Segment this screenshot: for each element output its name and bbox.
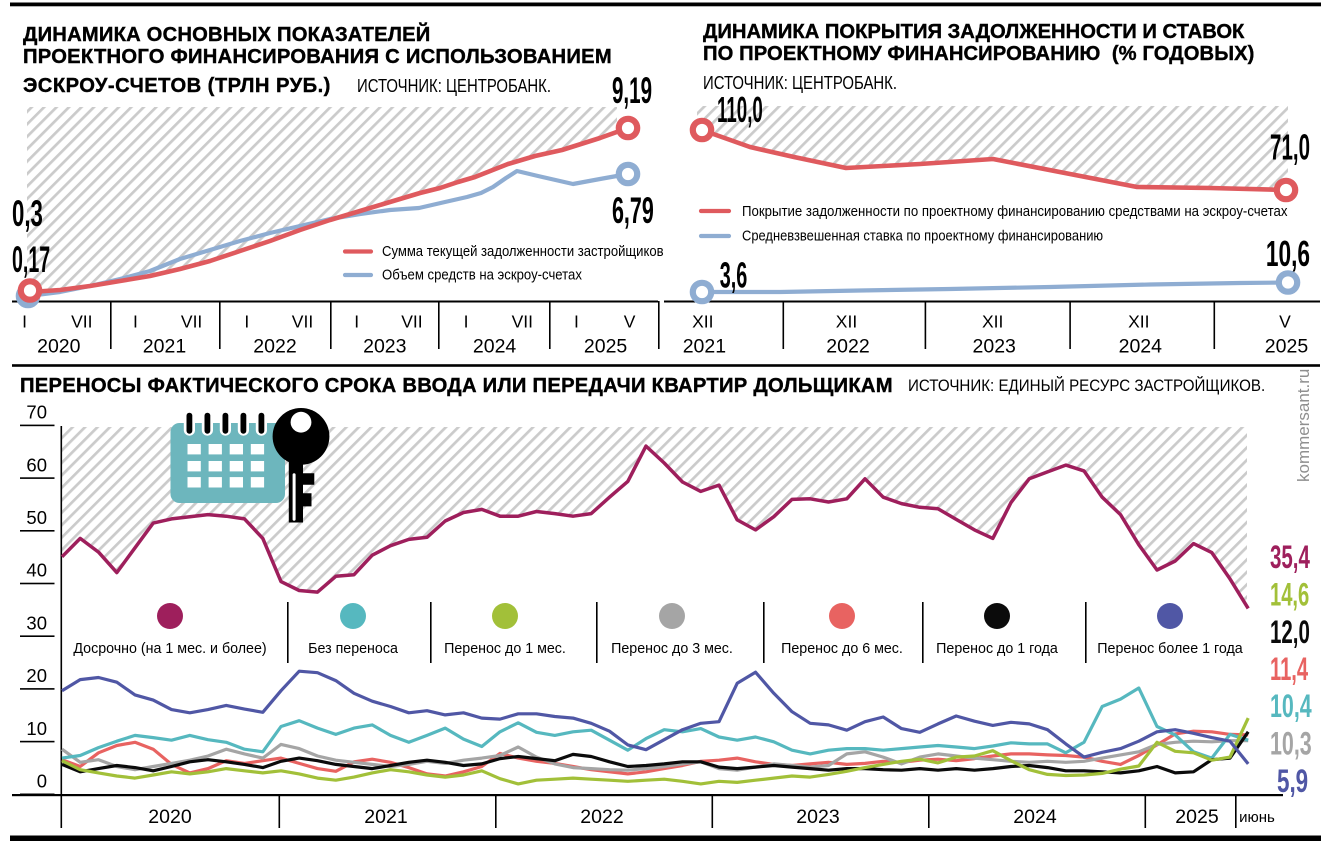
svg-text:I: I xyxy=(354,312,359,332)
svg-text:июнь: июнь xyxy=(1239,809,1275,826)
svg-text:50: 50 xyxy=(26,507,47,528)
svg-text:Объем средств на эскроу-счетах: Объем средств на эскроу-счетах xyxy=(382,266,582,283)
svg-text:10: 10 xyxy=(26,718,47,739)
svg-text:35,4: 35,4 xyxy=(1270,539,1310,575)
svg-text:2022: 2022 xyxy=(826,336,869,358)
svg-text:0: 0 xyxy=(37,771,47,792)
svg-text:2020: 2020 xyxy=(37,336,81,358)
svg-text:14,6: 14,6 xyxy=(1270,577,1309,613)
svg-text:9,19: 9,19 xyxy=(612,71,652,112)
svg-text:2021: 2021 xyxy=(683,336,726,358)
svg-text:110,0: 110,0 xyxy=(717,91,763,131)
svg-text:I: I xyxy=(464,312,469,332)
svg-text:6,79: 6,79 xyxy=(612,191,654,231)
svg-text:2023: 2023 xyxy=(796,806,839,828)
svg-text:11,4: 11,4 xyxy=(1270,651,1308,687)
svg-text:2025: 2025 xyxy=(584,336,628,358)
svg-text:VII: VII xyxy=(71,312,92,332)
svg-text:Перенос до 1 года: Перенос до 1 года xyxy=(936,641,1059,657)
svg-text:12,0: 12,0 xyxy=(1270,614,1310,650)
svg-text:Перенос более 1 года: Перенос более 1 года xyxy=(1097,641,1243,657)
svg-text:30: 30 xyxy=(26,612,47,633)
svg-text:I: I xyxy=(244,312,249,332)
svg-text:2021: 2021 xyxy=(143,336,186,358)
svg-text:Сумма текущей задолженности за: Сумма текущей задолженности застройщиков xyxy=(382,242,664,259)
svg-text:I: I xyxy=(133,312,138,332)
svg-text:10,6: 10,6 xyxy=(1266,235,1310,274)
svg-text:0,17: 0,17 xyxy=(12,240,50,281)
svg-text:3,6: 3,6 xyxy=(720,257,748,297)
svg-text:ИСТОЧНИК: ЦЕНТРОБАНК.: ИСТОЧНИК: ЦЕНТРОБАНК. xyxy=(703,73,897,94)
svg-text:10,4: 10,4 xyxy=(1270,688,1312,724)
svg-text:ПЕРЕНОСЫ ФАКТИЧЕСКОГО СРОКА ВВ: ПЕРЕНОСЫ ФАКТИЧЕСКОГО СРОКА ВВОДА ИЛИ ПЕ… xyxy=(20,375,893,397)
svg-text:Перенос до 3 мес.: Перенос до 3 мес. xyxy=(611,641,733,657)
svg-text:40: 40 xyxy=(26,560,47,581)
svg-text:XII: XII xyxy=(692,312,713,332)
svg-text:ПРОЕКТНОГО ФИНАНСИРОВАНИЯ С ИС: ПРОЕКТНОГО ФИНАНСИРОВАНИЯ С ИСПОЛЬЗОВАНИ… xyxy=(23,46,612,68)
svg-text:Досрочно (на 1 мес. и более): Досрочно (на 1 мес. и более) xyxy=(73,641,266,657)
svg-text:ПО ПРОЕКТНОМУ ФИНАНСИРОВАНИЮ: ПО ПРОЕКТНОМУ ФИНАНСИРОВАНИЮ (% ГОДОВЫХ) xyxy=(703,43,1254,65)
svg-text:2020: 2020 xyxy=(148,806,192,828)
svg-text:2024: 2024 xyxy=(1119,336,1163,358)
svg-text:10,3: 10,3 xyxy=(1270,725,1312,761)
svg-text:VII: VII xyxy=(181,312,202,332)
svg-text:XII: XII xyxy=(982,312,1003,332)
svg-text:60: 60 xyxy=(26,454,47,475)
svg-text:70: 70 xyxy=(26,402,47,423)
svg-text:2022: 2022 xyxy=(580,806,623,828)
svg-text:XII: XII xyxy=(836,312,857,332)
svg-text:ИСТОЧНИК: ЦЕНТРОБАНК.: ИСТОЧНИК: ЦЕНТРОБАНК. xyxy=(357,76,551,97)
svg-text:Перенос до 6 мес.: Перенос до 6 мес. xyxy=(781,641,903,657)
svg-text:V: V xyxy=(1279,312,1291,332)
svg-text:Перенос до 1 мес.: Перенос до 1 мес. xyxy=(444,641,566,657)
svg-text:ЭСКРОУ-СЧЕТОВ (ТРЛН РУБ.): ЭСКРОУ-СЧЕТОВ (ТРЛН РУБ.) xyxy=(23,75,331,97)
svg-text:2025: 2025 xyxy=(1265,336,1309,358)
svg-text:0,3: 0,3 xyxy=(12,193,43,234)
svg-text:ДИНАМИКА ПОКРЫТИЯ ЗАДОЛЖЕННОСТ: ДИНАМИКА ПОКРЫТИЯ ЗАДОЛЖЕННОСТИ И СТАВОК xyxy=(703,21,1245,43)
svg-text:2024: 2024 xyxy=(473,336,517,358)
svg-text:Без переноса: Без переноса xyxy=(308,641,399,657)
svg-text:2024: 2024 xyxy=(1013,806,1057,828)
svg-text:2023: 2023 xyxy=(363,336,406,358)
svg-text:2022: 2022 xyxy=(253,336,296,358)
svg-text:2021: 2021 xyxy=(364,806,407,828)
svg-text:I: I xyxy=(574,312,579,332)
svg-text:Средневзвешенная ставка по про: Средневзвешенная ставка по проектному фи… xyxy=(742,227,1103,244)
svg-text:ДИНАМИКА ОСНОВНЫХ ПОКАЗАТЕЛЕЙ: ДИНАМИКА ОСНОВНЫХ ПОКАЗАТЕЛЕЙ xyxy=(23,22,431,46)
svg-text:5,9: 5,9 xyxy=(1277,763,1308,799)
svg-text:I: I xyxy=(22,312,27,332)
svg-text:XII: XII xyxy=(1128,312,1149,332)
svg-text:Покрытие задолженности по прое: Покрытие задолженности по проектному фин… xyxy=(742,202,1287,219)
svg-text:kommersant.ru: kommersant.ru xyxy=(1294,369,1313,482)
svg-text:71,0: 71,0 xyxy=(1270,128,1310,169)
svg-text:VII: VII xyxy=(512,312,533,332)
svg-text:V: V xyxy=(624,312,636,332)
svg-text:2023: 2023 xyxy=(973,336,1016,358)
svg-text:20: 20 xyxy=(26,665,47,686)
svg-text:VII: VII xyxy=(292,312,313,332)
svg-text:VII: VII xyxy=(401,312,422,332)
svg-text:2025: 2025 xyxy=(1175,806,1219,828)
svg-text:ИСТОЧНИК: ЕДИНЫЙ РЕСУРС ЗАСТРО: ИСТОЧНИК: ЕДИНЫЙ РЕСУРС ЗАСТРОЙЩИКОВ. xyxy=(908,376,1265,396)
